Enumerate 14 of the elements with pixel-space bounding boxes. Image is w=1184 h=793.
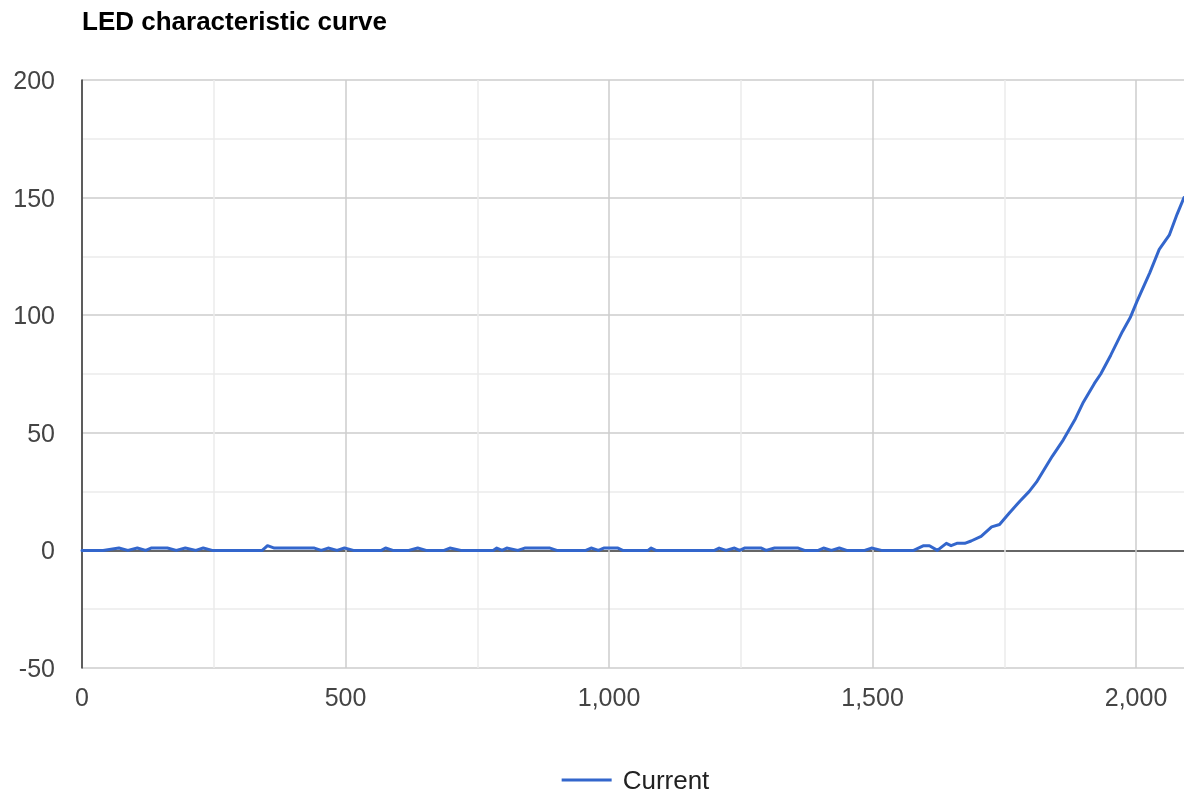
y-tick-label: 0 <box>41 536 55 565</box>
x-tick-label: 500 <box>324 682 367 711</box>
y-tick-label: 200 <box>13 66 55 94</box>
legend-label: Current <box>622 765 711 793</box>
y-tick-label: -50 <box>18 654 55 682</box>
y-tick-label: 100 <box>13 301 55 330</box>
line-series <box>80 196 1184 552</box>
x-tick-label: 1,000 <box>577 682 641 711</box>
chart-title: LED characteristic curve <box>82 6 387 36</box>
y-tick-label: 150 <box>13 183 55 212</box>
x-tick-label: 0 <box>75 682 89 711</box>
y-tick-label: 50 <box>27 418 55 447</box>
x-tick-label: 1,500 <box>841 682 904 711</box>
x-tick-label: 2,000 <box>1104 682 1168 711</box>
